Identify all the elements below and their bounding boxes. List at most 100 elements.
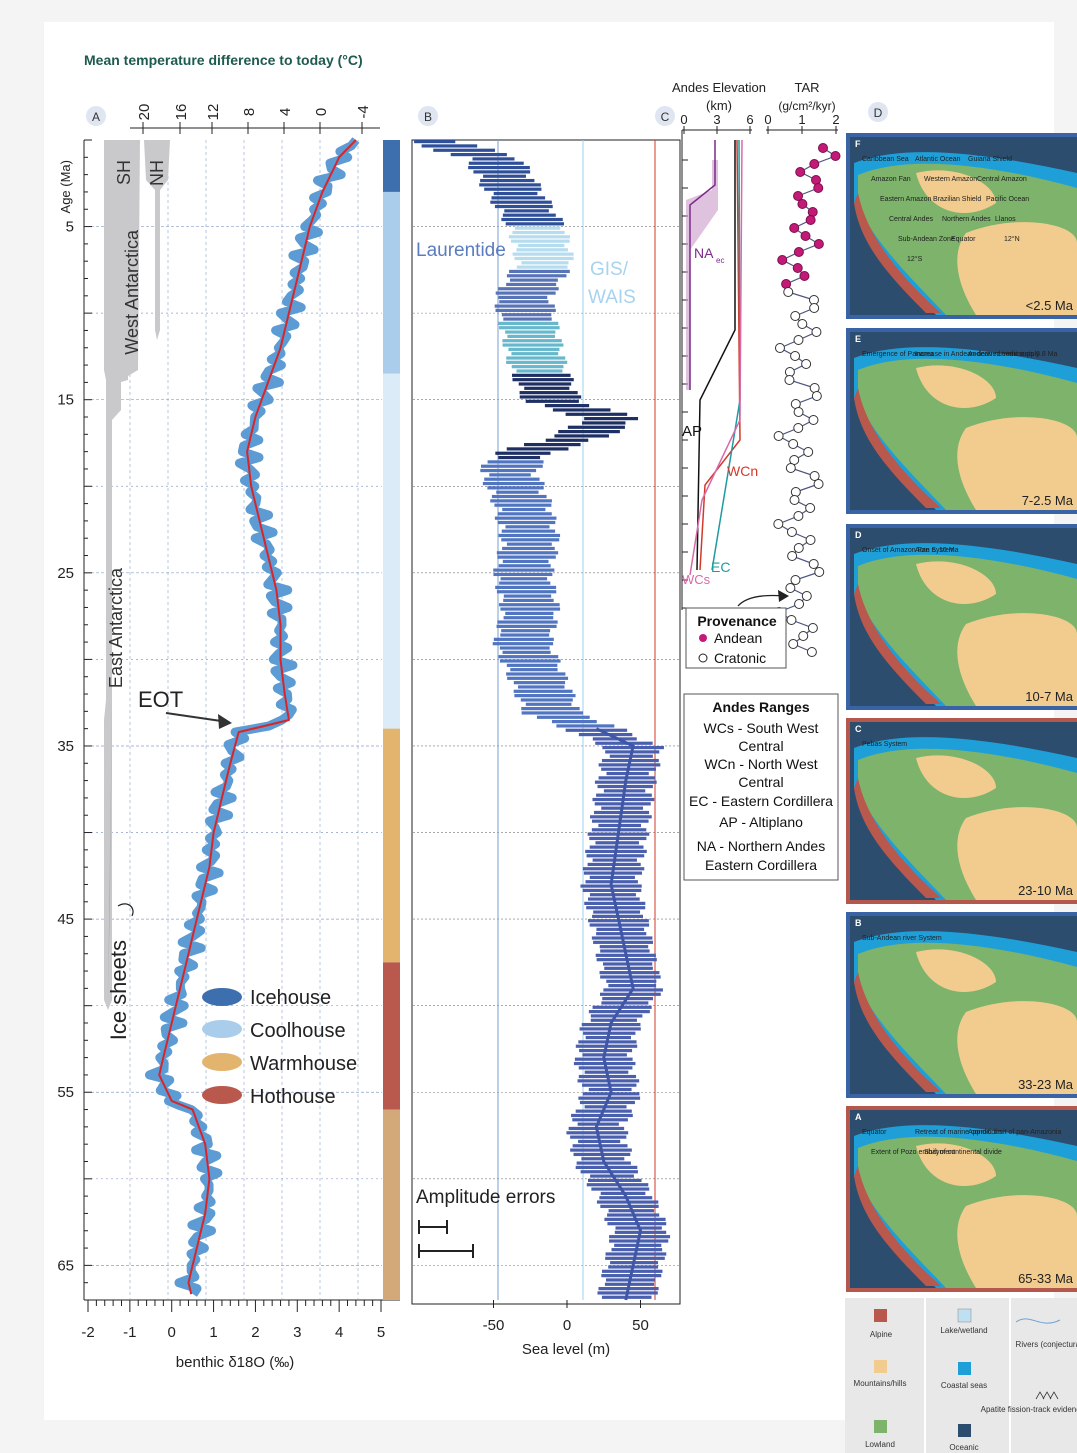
tar-axis-ticks: 0 1 2 xyxy=(764,112,840,134)
svg-text:Rivers (conjectural): Rivers (conjectural) xyxy=(1016,1340,1077,1349)
tar-point xyxy=(811,327,822,337)
map-period: 65-33 Ma xyxy=(1018,1271,1074,1286)
na-subscript: ec xyxy=(716,256,724,265)
temp-tick-label: 20 xyxy=(136,104,153,121)
map-label: Northern Andes xyxy=(942,216,991,223)
tar-point xyxy=(801,359,812,369)
temp-tick-label: 8 xyxy=(241,108,258,116)
tar-point xyxy=(793,407,804,417)
amplitude-error-bars xyxy=(418,1220,474,1258)
tar-point xyxy=(799,271,810,281)
map-label: Caribbean Sea xyxy=(862,156,909,163)
svg-text:Hothouse: Hothouse xyxy=(250,1086,336,1108)
tar-point xyxy=(805,503,816,513)
tar-point xyxy=(786,527,797,537)
svg-text:NA - Northern Andes: NA - Northern Andes xyxy=(697,838,825,854)
map-panel-a: A 65-33 Ma Equator Retreat of marine condit… xyxy=(846,1106,1077,1292)
d18o-axis-ticks: -2 -1 0 1 2 3 4 5 xyxy=(81,1300,385,1341)
svg-text:Central: Central xyxy=(738,738,783,754)
eot-arrow xyxy=(165,712,229,723)
tar-point xyxy=(813,239,824,249)
svg-text:D: D xyxy=(874,106,883,120)
sea-level-axis-label: Sea level (m) xyxy=(522,1341,610,1358)
provenance-legend: Provenance Andean Cratonic xyxy=(685,607,787,669)
tar-point xyxy=(809,303,820,313)
svg-text:Lake/wetland: Lake/wetland xyxy=(940,1326,987,1335)
tar-point xyxy=(790,351,801,361)
andes-axis-ticks: 0 3 6 xyxy=(680,112,754,609)
tar-point xyxy=(793,247,804,257)
nh-label: NH xyxy=(147,160,167,186)
map-period: 7-2.5 Ma xyxy=(1022,493,1074,508)
svg-text:Apatite fission-track evidence: Apatite fission-track evidence for uplif… xyxy=(981,1405,1077,1414)
age-axis-ticks: 5 15 25 35 45 55 65 xyxy=(57,139,92,1301)
tar-title: TAR xyxy=(794,80,819,95)
gis-label-2: WAIS xyxy=(588,287,636,308)
tar-point xyxy=(809,471,820,481)
map-letter: A xyxy=(855,1112,862,1122)
svg-text:C: C xyxy=(661,110,670,124)
svg-text:WCs - South West: WCs - South West xyxy=(704,720,819,736)
ap-label: AP xyxy=(682,423,702,440)
svg-text:Oceanic: Oceanic xyxy=(949,1443,978,1452)
d18o-tick-label: 3 xyxy=(293,1324,301,1341)
map-period: <2.5 Ma xyxy=(1026,298,1074,313)
map-label: Equator xyxy=(951,236,976,243)
tar-point xyxy=(805,215,816,225)
map-label: Llanos xyxy=(995,216,1016,223)
map-letter: F xyxy=(855,139,861,149)
svg-text:Lowland: Lowland xyxy=(865,1440,895,1449)
andes-ranges-legend: Andes Ranges WCs - South West Central WC… xyxy=(683,693,839,881)
map-label: Equator xyxy=(862,1129,887,1136)
legend-coolhouse: Coolhouse xyxy=(202,1020,346,1042)
panel-letter-b: B xyxy=(418,106,438,126)
svg-text:Eastern Cordillera: Eastern Cordillera xyxy=(705,857,817,873)
map-label: Central Andes xyxy=(889,216,933,223)
map-label: Eastern Amazon xyxy=(880,196,931,203)
tar-point xyxy=(793,335,804,345)
west-antarctica-label: West Antarctica xyxy=(122,229,142,355)
andes-tick-label: 6 xyxy=(746,112,753,127)
map-label: Guiana Shield xyxy=(968,156,1012,163)
tar-point xyxy=(789,495,800,505)
legend-hothouse: Hothouse xyxy=(202,1086,336,1108)
laurentide-label: Laurentide xyxy=(416,240,506,261)
tar-point xyxy=(814,567,825,577)
d18o-raw-band xyxy=(145,137,360,1297)
tar-point xyxy=(808,415,819,425)
d18o-mean-line xyxy=(158,139,357,1295)
d18o-axis-label: benthic δ18O (‰) xyxy=(176,1354,294,1371)
legend-icehouse: Icehouse xyxy=(202,987,331,1009)
tar-point xyxy=(830,151,841,161)
tar-point xyxy=(773,431,784,441)
temp-tick-label: 4 xyxy=(277,108,294,116)
svg-text:Coastal seas: Coastal seas xyxy=(941,1381,987,1390)
tar-tick-label: 2 xyxy=(832,112,839,127)
map-panel-b: B 33-23 Ma Sub-Andean river System xyxy=(846,912,1077,1098)
map-letter: E xyxy=(855,334,861,344)
tar-point xyxy=(803,447,814,457)
panel-letter-d: D xyxy=(868,102,888,122)
d18o-tick-label: 1 xyxy=(209,1324,217,1341)
climate-legend: Icehouse Coolhouse Warmhouse Hothouse xyxy=(202,987,357,1108)
tar-tick-label: 0 xyxy=(764,112,771,127)
map-label: Acre System xyxy=(915,547,955,554)
map-label: Approx. limit of pan-Amazonia xyxy=(968,1129,1061,1136)
tar-point xyxy=(783,287,794,297)
andes-title: Andes Elevation xyxy=(672,80,766,95)
svg-text:Andean: Andean xyxy=(714,630,762,646)
chart-title: Mean temperature difference to today (°C… xyxy=(84,52,363,68)
tar-point xyxy=(793,191,804,201)
tar-point xyxy=(805,535,816,545)
svg-text:Warmhouse: Warmhouse xyxy=(250,1053,357,1075)
tar-point xyxy=(793,511,804,521)
tar-point xyxy=(793,423,804,433)
svg-text:Provenance: Provenance xyxy=(697,613,777,629)
tar-point xyxy=(811,391,822,401)
map-letter: B xyxy=(855,918,862,928)
tar-point xyxy=(808,559,819,569)
amplitude-errors-label: Amplitude errors xyxy=(416,1187,555,1208)
d18o-tick-label: 2 xyxy=(251,1324,259,1341)
svg-text:Cratonic: Cratonic xyxy=(714,650,766,666)
tar-point xyxy=(787,551,798,561)
